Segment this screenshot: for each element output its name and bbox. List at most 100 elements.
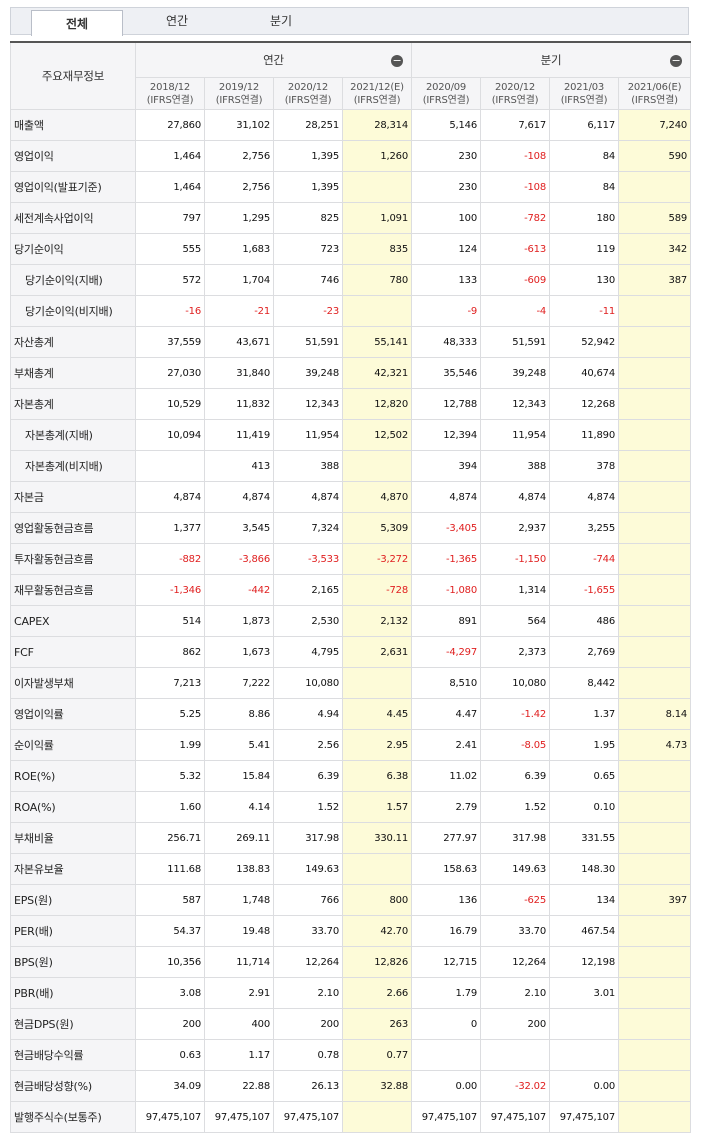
table-cell: 587	[135, 884, 205, 916]
column-header: 2020/12 (IFRS연결)	[480, 77, 551, 110]
tab-annual[interactable]: 연간	[165, 14, 189, 28]
table-cell	[480, 1039, 551, 1071]
tab-all[interactable]: 전체	[31, 10, 123, 36]
table-cell: 11,419	[204, 419, 274, 451]
table-cell: 10,529	[135, 388, 205, 420]
table-cell	[618, 512, 692, 544]
table-cell	[549, 1039, 620, 1071]
table-cell: 1.17	[204, 1039, 274, 1071]
table-cell	[618, 915, 692, 947]
table-cell: -16	[135, 295, 205, 327]
table-row: 부채비율 256.71 269.11 317.98 330.11 277.97 317.98…	[10, 822, 692, 854]
table-cell: 0.78	[273, 1039, 343, 1071]
column-header: 2021/06(E) (IFRS연결)	[618, 77, 692, 110]
table-cell: 12,198	[549, 946, 620, 978]
table-cell: 6.38	[341, 760, 413, 792]
table-cell: 12,343	[273, 388, 343, 420]
annual-collapse-icon[interactable]: −	[391, 54, 404, 67]
table-cell: 400	[204, 1008, 274, 1040]
table-cell: 48,333	[411, 326, 482, 358]
table-cell: 277.97	[411, 822, 482, 854]
table-cell: 11,890	[549, 419, 620, 451]
table-cell: 4.47	[411, 698, 482, 730]
row-label: 영업이익(발표기준)	[10, 171, 136, 203]
table-cell: 200	[273, 1008, 343, 1040]
table-cell: -3,533	[273, 543, 343, 575]
table-cell: 317.98	[480, 822, 551, 854]
table-cell: 2,530	[273, 605, 343, 637]
table-cell: 148.30	[549, 853, 620, 885]
table-cell: 8.14	[618, 698, 692, 730]
table-cell: 2.66	[341, 977, 413, 1009]
table-cell: 8,510	[411, 667, 482, 699]
table-cell: 4,874	[411, 481, 482, 513]
table-cell: 397	[618, 884, 692, 916]
table-cell: -1,080	[411, 574, 482, 606]
table-cell: 42,321	[341, 357, 413, 389]
table-cell: 19.48	[204, 915, 274, 947]
table-cell: 723	[273, 233, 343, 265]
table-cell	[618, 760, 692, 792]
table-cell: 4,874	[273, 481, 343, 513]
table-cell: 12,820	[341, 388, 413, 420]
table-cell: 7,222	[204, 667, 274, 699]
table-cell: 97,475,107	[549, 1101, 620, 1133]
table-cell: -3,405	[411, 512, 482, 544]
table-cell	[618, 450, 692, 482]
row-label: 당기순이익(비지배)	[10, 295, 136, 327]
table-cell: 394	[411, 450, 482, 482]
table-cell: -8.05	[480, 729, 551, 761]
table-cell: 136	[411, 884, 482, 916]
table-cell: 1.79	[411, 977, 482, 1009]
table-cell: 1,395	[273, 140, 343, 172]
table-cell: 97,475,107	[480, 1101, 551, 1133]
table-cell: 0.63	[135, 1039, 205, 1071]
table-cell: 388	[273, 450, 343, 482]
table-cell: -613	[480, 233, 551, 265]
table-row: 영업이익(발표기준) 1,464 2,756 1,395 230 -108 84	[10, 171, 692, 203]
row-label: 자본총계	[10, 388, 136, 420]
table-cell: 33.70	[480, 915, 551, 947]
table-cell: 12,264	[480, 946, 551, 978]
table-cell	[341, 667, 413, 699]
table-cell: 3.01	[549, 977, 620, 1009]
table-cell: 35,546	[411, 357, 482, 389]
column-basis: (IFRS연결)	[146, 94, 194, 106]
table-cell: 4,874	[480, 481, 551, 513]
table-cell: 31,840	[204, 357, 274, 389]
table-row: 영업이익 1,464 2,756 1,395 1,260 230 -108 84 590	[10, 140, 692, 172]
table-cell: 589	[618, 202, 692, 234]
table-row: 매출액 27,860 31,102 28,251 28,314 5,146 7,617 6,1…	[10, 109, 692, 141]
table-cell: 97,475,107	[273, 1101, 343, 1133]
column-period: 2019/12	[218, 81, 260, 93]
table-cell: -625	[480, 884, 551, 916]
table-cell: 835	[341, 233, 413, 265]
table-cell: 891	[411, 605, 482, 637]
table-cell: 2,769	[549, 636, 620, 668]
table-row: 순이익률 1.99 5.41 2.56 2.95 2.41 -8.05 1.95 4.73	[10, 729, 692, 761]
row-label: 자본유보율	[10, 853, 136, 885]
table-cell: 5,146	[411, 109, 482, 141]
column-header: 2020/12 (IFRS연결)	[273, 77, 343, 110]
table-cell: 119	[549, 233, 620, 265]
table-cell: 1,377	[135, 512, 205, 544]
table-cell: 378	[549, 450, 620, 482]
table-cell: 26.13	[273, 1070, 343, 1102]
table-cell	[618, 326, 692, 358]
table-cell: 54.37	[135, 915, 205, 947]
table-cell: 138.83	[204, 853, 274, 885]
row-label: ROE(%)	[10, 760, 136, 792]
table-row: 영업이익률 5.25 8.86 4.94 4.45 4.47 -1.42 1.37 8.14	[10, 698, 692, 730]
table-cell: 555	[135, 233, 205, 265]
table-row: 재무활동현금흐름 -1,346 -442 2,165 -728 -1,080 1,314 -1…	[10, 574, 692, 606]
table-cell: 2.41	[411, 729, 482, 761]
tab-quarterly[interactable]: 분기	[269, 14, 293, 28]
column-period: 2021/12(E)	[350, 81, 404, 93]
table-cell: 124	[411, 233, 482, 265]
table-cell: 766	[273, 884, 343, 916]
row-label: ROA(%)	[10, 791, 136, 823]
table-cell: 3,255	[549, 512, 620, 544]
quarter-collapse-icon[interactable]: −	[670, 54, 683, 67]
table-cell: 825	[273, 202, 343, 234]
table-row: 부채총계 27,030 31,840 39,248 42,321 35,546 39,248…	[10, 357, 692, 389]
